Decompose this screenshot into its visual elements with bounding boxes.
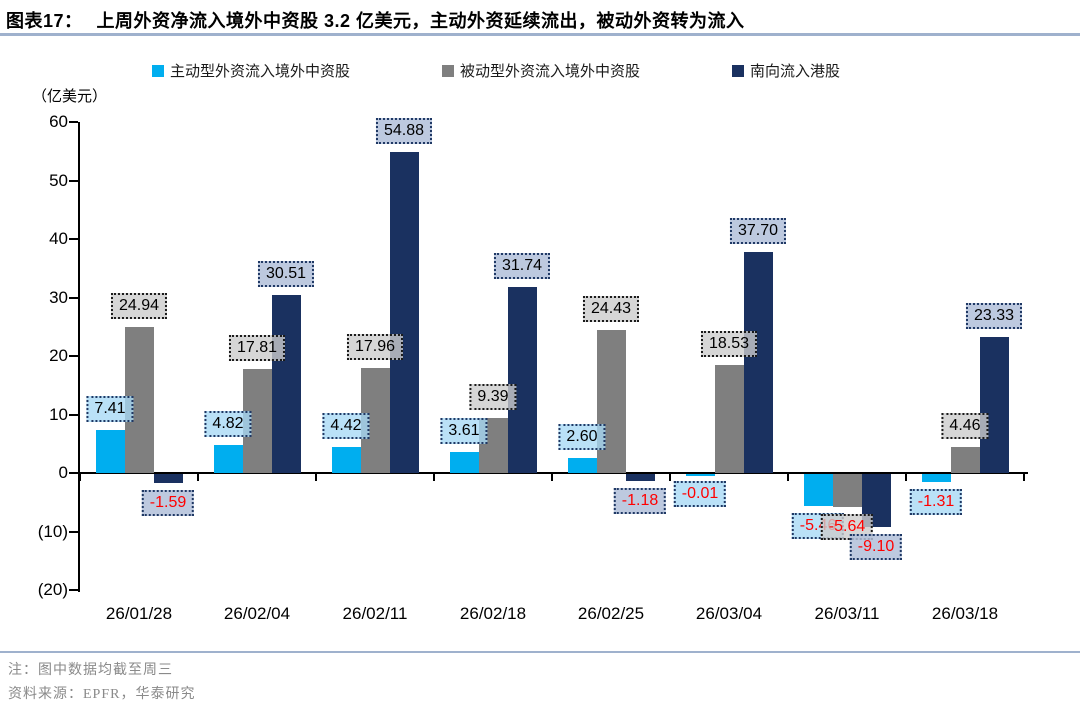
y-tick-label: (20) [37,580,68,599]
x-axis-tick [433,474,435,481]
value-label: 54.88 [375,117,433,144]
value-label: 17.81 [228,334,286,361]
y-axis-labels: 60 50 40 30 20 10 0 (10) (20) [0,112,68,599]
x-axis-tick [315,474,317,481]
chart-plot-area: 7.41 4.82 4.42 3.61 2.60 -0.01 -5.46 -1.31 24.94… [69,117,1028,623]
bar-series2-cat7 [979,336,1009,473]
legend-item-1: 被动型外资流入境外中资股 [442,60,640,81]
bar-series1-cat5 [714,364,744,473]
source-note: 资料来源：EPFR，华泰研究 [8,687,196,702]
x-axis-tick [787,474,789,481]
x-category-label: 26/02/11 [342,604,408,623]
legend-label: 主动型外资流入境外中资股 [170,63,351,80]
value-label: 24.43 [582,296,640,323]
y-axis-tick [69,355,78,357]
x-category-label: 26/02/18 [459,604,527,623]
bar-series2-cat0 [153,474,183,484]
x-axis-tick [79,474,81,481]
value-label: 30.51 [257,260,315,287]
x-axis-tick [197,474,199,481]
bar-series1-cat4 [596,330,626,473]
title-divider [0,33,1080,36]
y-axis-unit-label: （亿美元） [32,88,108,105]
y-tick-label: 20 [49,346,68,365]
legend-item-2: 南向流入港股 [732,60,840,81]
value-label: -9.10 [849,534,903,561]
value-label: 2.60 [558,423,606,450]
y-axis-tick [69,589,78,591]
y-tick-label: 0 [58,463,68,482]
value-label: 4.82 [204,410,252,437]
bar-series2-cat3 [507,287,537,473]
bar-series0-cat2 [331,447,361,473]
bar-series0-cat0 [95,429,125,473]
value-label: -1.31 [909,488,963,515]
x-axis-tick [905,474,907,481]
legend-label: 南向流入港股 [750,63,841,80]
bar-series0-cat7 [921,474,951,482]
x-axis-tick [551,474,553,481]
x-axis-line [78,472,1028,474]
bar-series0-cat3 [449,451,479,473]
value-label: -1.59 [141,490,195,517]
x-category-label: 26/02/25 [577,604,645,623]
y-tick-label: 30 [49,287,68,307]
legend-swatch-icon [152,64,164,77]
y-tick-label: 50 [49,170,68,190]
bar-series0-cat5 [685,474,715,476]
y-tick-label: 10 [49,404,68,424]
legend-swatch-icon [732,64,745,77]
x-axis-tick [1023,474,1025,481]
bar-series2-cat2 [389,151,419,473]
y-tick-label: 40 [49,229,68,248]
value-label: 4.42 [322,413,370,440]
y-axis-tick [69,413,78,416]
legend-item-0: 主动型外资流入境外中资股 [152,60,350,81]
value-label: -0.01 [673,481,727,508]
bar-series2-cat4 [625,474,655,481]
value-label: 17.96 [346,333,404,360]
title-text: 上周外资净流入境外中资股 3.2 亿美元，主动外资延续流出，被动外资转为流入 [96,11,745,31]
y-tick-label: 60 [49,112,68,131]
y-axis-tick [69,121,78,123]
value-label: 24.94 [110,293,168,320]
x-category-label: 26/03/04 [695,604,763,623]
figure-label: 图表17： [6,11,83,31]
value-label: -1.18 [613,487,667,514]
x-category-label: 26/03/11 [814,604,880,623]
bar-series0-cat1 [213,444,243,473]
y-axis-tick [69,530,78,533]
value-label: 23.33 [965,302,1023,329]
value-label: 37.70 [729,218,787,245]
value-label: 31.74 [493,253,551,280]
value-label: 4.46 [941,412,989,439]
value-label: 9.39 [469,384,517,411]
y-axis-tick [69,179,78,182]
x-axis-tick [669,474,671,481]
y-axis-line [78,122,80,592]
value-label: 3.61 [440,417,488,444]
y-axis-tick [69,296,78,299]
x-category-label: 26/01/28 [105,604,173,623]
value-label: 7.41 [86,395,134,422]
bar-series2-cat5 [743,252,773,473]
bar-series0-cat4 [567,457,597,473]
legend-swatch-icon [442,64,455,77]
footer-divider [0,651,1080,653]
bar-series1-cat6 [832,474,862,507]
value-label: 18.53 [700,330,758,357]
legend-label: 被动型外资流入境外中资股 [460,63,641,80]
footnote: 注：图中数据均截至周三 [8,663,173,678]
x-category-label: 26/03/18 [931,604,999,623]
y-axis-tick [69,238,78,240]
y-tick-label: (10) [37,521,68,541]
y-axis-tick [69,472,78,474]
bar-series2-cat1 [271,294,301,473]
chart-legend: 主动型外资流入境外中资股 被动型外资流入境外中资股 南向流入港股 [152,60,840,81]
bar-series1-cat7 [950,446,980,473]
chart-title: 图表17： 上周外资净流入境外中资股 3.2 亿美元，主动外资延续流出，被动外资转… [6,7,745,33]
bar-series0-cat6 [803,474,833,506]
x-category-label: 26/02/04 [223,604,291,623]
